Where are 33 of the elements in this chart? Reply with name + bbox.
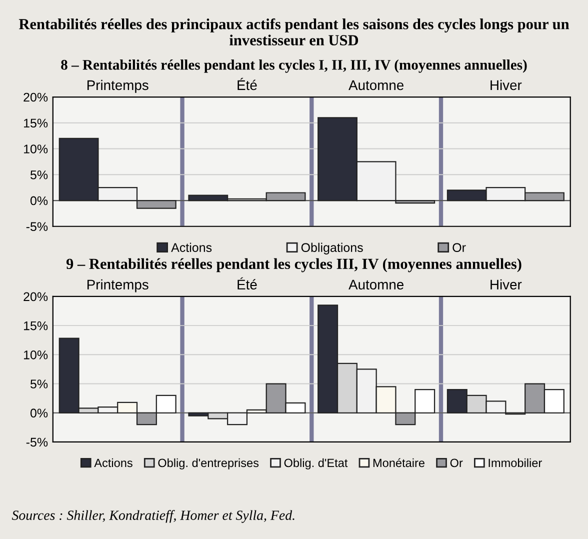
x-tick-label: Automne (348, 280, 404, 290)
x-tick-label: Automne (348, 80, 404, 90)
chart-title: 9 – Rentabilités réelles pendant les cycles III, IV (moyennes annuelles) (66, 258, 522, 272)
x-tick-label: Printemps (87, 279, 148, 292)
y-tick-label: 15% (24, 118, 48, 128)
legend-label: Or (450, 458, 463, 468)
legend-label: Immobilier (488, 458, 542, 468)
y-tick-label: 10% (24, 350, 48, 360)
y-tick-label: 0% (30, 408, 48, 418)
y-tick-label: 5% (30, 380, 48, 388)
chart-title: Rentabilités réelles des principaux actifs pendant les saisons des cycles longs pour un investisseur en USD (18, 18, 570, 46)
legend-label: Oblig. d'entreprises (158, 458, 259, 470)
y-tick-label: -5% (26, 438, 48, 447)
y-tick-label: -5% (26, 222, 48, 232)
legend-label: Obligations (301, 242, 363, 254)
x-tick-label: Printemps (87, 80, 148, 93)
source-note: Sources : Shiller, Kondratieff, Homer et Sylla, Fed. (12, 510, 294, 523)
x-tick-label: Été (238, 78, 257, 90)
legend-label: Monétaire (373, 458, 424, 468)
y-tick-label: 5% (30, 170, 48, 180)
y-tick-label: 20% (24, 292, 48, 302)
y-tick-label: 10% (24, 144, 48, 154)
legend-label: Actions (94, 458, 132, 468)
legend-label: Or (452, 243, 466, 252)
y-tick-label: 15% (24, 321, 48, 330)
chart-subtitle: 8 – Rentabilités réelles pendant les cycles I, II, III, IV (moyennes annuelles) (61, 59, 527, 73)
x-tick-label: Hiver (490, 80, 522, 90)
x-tick-label: Été (238, 277, 257, 290)
y-tick-label: 0% (30, 196, 48, 206)
legend-label: Oblig. d'Etat (284, 458, 348, 470)
y-tick-label: 20% (24, 92, 48, 102)
legend-label: Actions (171, 242, 212, 252)
x-tick-label: Hiver (490, 279, 522, 290)
